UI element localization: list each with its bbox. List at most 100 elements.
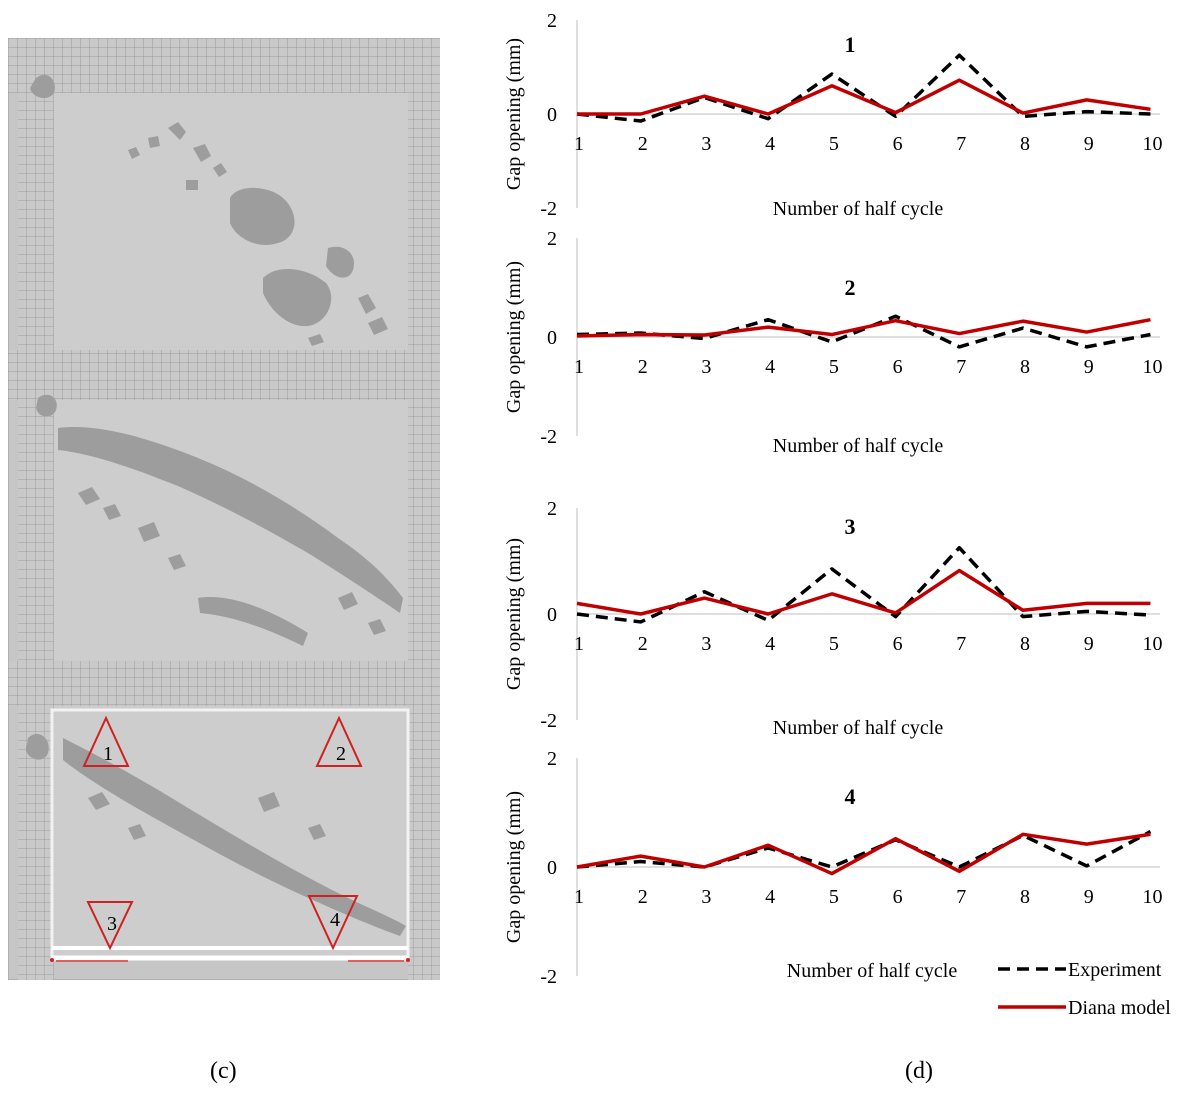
y-tick-label: 0 xyxy=(547,104,557,126)
x-tick-label: 6 xyxy=(893,886,903,908)
x-tick-label: 8 xyxy=(1020,356,1030,378)
x-tick-label: 2 xyxy=(638,886,648,908)
x-tick-label: 3 xyxy=(701,356,711,378)
y-tick-label: -2 xyxy=(540,710,557,732)
series-experiment-line xyxy=(576,53,1151,123)
x-tick-label: 9 xyxy=(1084,356,1094,378)
chart-3: 2 0 -2 1 2 3 4 5 6 7 8 9 10 3 Number of half cycle Gap … xyxy=(503,498,1162,739)
chart-2: 2 0 -2 1 2 3 4 5 6 7 8 9 10 2 Number of half cycle Gap … xyxy=(503,228,1162,457)
y-axis-label: Gap opening (mm) xyxy=(503,261,525,413)
cracks-bottom xyxy=(26,733,406,936)
y-axis-label: Gap opening (mm) xyxy=(503,791,525,943)
y-tick-label: 2 xyxy=(547,228,557,250)
caption-left: (c) xyxy=(210,1058,237,1084)
x-tick-label: 8 xyxy=(1020,886,1030,908)
y-tick-label: 0 xyxy=(547,327,557,349)
marker-1: 1 xyxy=(82,715,130,767)
mid-beam-mesh xyxy=(8,350,440,400)
x-axis-label: Number of half cycle xyxy=(773,198,944,220)
y-axis-label: Gap opening (mm) xyxy=(503,38,525,190)
x-tick-label: 7 xyxy=(956,633,966,655)
y-tick-label: 2 xyxy=(547,748,557,770)
x-tick-label: 3 xyxy=(701,886,711,908)
x-tick-label: 8 xyxy=(1020,633,1030,655)
chart-title: 1 xyxy=(845,32,856,57)
x-tick-label: 5 xyxy=(829,633,839,655)
marker-1-label: 1 xyxy=(103,743,113,765)
x-tick-label: 3 xyxy=(701,633,711,655)
x-tick-label: 7 xyxy=(956,133,966,155)
left-column-mesh xyxy=(18,38,54,980)
marker-3-label: 3 xyxy=(107,913,117,935)
x-tick-label: 7 xyxy=(956,356,966,378)
x-tick-label: 3 xyxy=(701,133,711,155)
x-tick-label: 4 xyxy=(765,133,775,155)
x-tick-label: 2 xyxy=(638,133,648,155)
legend-model-label: Diana model xyxy=(1068,997,1171,1019)
x-tick-label: 9 xyxy=(1084,133,1094,155)
x-tick-label: 4 xyxy=(765,886,775,908)
x-tick-label: 6 xyxy=(893,356,903,378)
cracks-top xyxy=(30,74,388,346)
y-tick-label: 2 xyxy=(547,10,557,32)
legend-experiment-label: Experiment xyxy=(1068,959,1162,981)
x-tick-label: 2 xyxy=(638,356,648,378)
series-model-line xyxy=(576,568,1151,616)
y-axis-label: Gap opening (mm) xyxy=(503,538,525,690)
cracks-middle xyxy=(36,394,403,646)
x-tick-label: 5 xyxy=(829,356,839,378)
chart-title: 4 xyxy=(845,784,856,809)
gap-frame xyxy=(50,708,410,962)
x-tick-label: 9 xyxy=(1084,633,1094,655)
x-tick-label: 10 xyxy=(1142,886,1162,908)
chart-4: 2 0 -2 1 2 3 4 5 6 7 8 9 10 4 Number of half cycle Gap … xyxy=(503,748,1162,988)
x-axis-label: Number of half cycle xyxy=(773,717,944,739)
marker-2-label: 2 xyxy=(336,743,346,765)
x-tick-label: 6 xyxy=(893,633,903,655)
x-tick-label: 4 xyxy=(765,633,775,655)
y-tick-label: 0 xyxy=(547,857,557,879)
x-tick-label: 10 xyxy=(1142,633,1162,655)
marker-4: 4 xyxy=(307,895,359,951)
marker-3: 3 xyxy=(86,901,134,951)
x-tick-label: 4 xyxy=(765,356,775,378)
chart-title: 3 xyxy=(845,514,856,539)
x-tick-label: 1 xyxy=(574,356,584,378)
chart-title: 2 xyxy=(845,275,856,300)
series-model-line xyxy=(576,832,1151,876)
fem-crack-pattern: 1 2 3 4 xyxy=(8,38,440,980)
y-tick-label: -2 xyxy=(540,966,557,988)
x-tick-label: 9 xyxy=(1084,886,1094,908)
x-axis-label: Number of half cycle xyxy=(773,435,944,457)
top-beam-mesh xyxy=(8,38,440,93)
x-axis-label: Number of half cycle xyxy=(787,960,958,982)
series-model-line xyxy=(576,317,1151,338)
series-experiment-line xyxy=(576,314,1151,349)
x-tick-label: 5 xyxy=(829,886,839,908)
x-tick-label: 6 xyxy=(893,133,903,155)
series-model-line xyxy=(577,78,1151,116)
caption-right: (d) xyxy=(905,1058,933,1084)
series-experiment-line xyxy=(576,546,1151,624)
marker-4-label: 4 xyxy=(330,909,340,931)
chart-1: 2 0 -2 1 2 3 4 5 6 7 8 9 10 1 Number of half cycle Gap … xyxy=(503,10,1162,220)
x-tick-label: 10 xyxy=(1142,133,1162,155)
lower-beam-mesh xyxy=(8,661,440,706)
x-tick-label: 1 xyxy=(574,886,584,908)
x-tick-label: 5 xyxy=(829,133,839,155)
y-tick-label: -2 xyxy=(540,198,557,220)
x-tick-label: 2 xyxy=(638,633,648,655)
x-tick-label: 7 xyxy=(956,886,966,908)
marker-2: 2 xyxy=(315,715,363,767)
y-tick-label: -2 xyxy=(540,426,557,448)
y-tick-label: 2 xyxy=(547,498,557,520)
legend: Experiment Diana model xyxy=(998,959,1171,1019)
series-experiment-line xyxy=(576,830,1152,869)
x-tick-label: 1 xyxy=(574,633,584,655)
x-tick-label: 1 xyxy=(574,133,584,155)
y-tick-label: 0 xyxy=(547,604,557,626)
right-column-mesh xyxy=(408,38,440,980)
x-tick-label: 8 xyxy=(1020,133,1030,155)
x-tick-label: 10 xyxy=(1142,356,1162,378)
